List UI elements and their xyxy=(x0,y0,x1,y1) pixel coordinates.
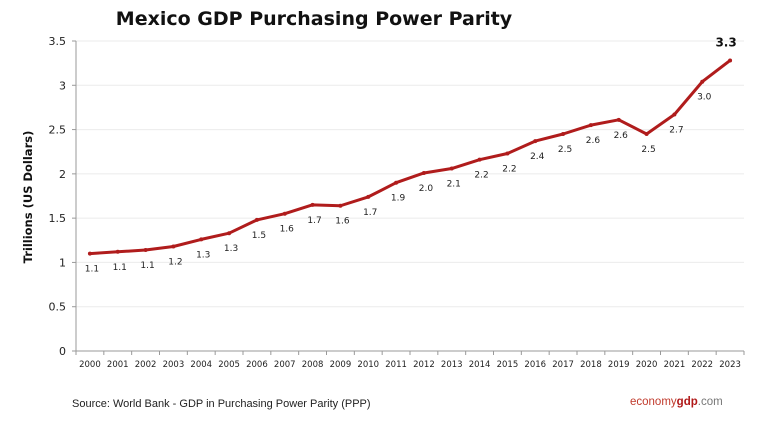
series-line xyxy=(89,59,731,256)
x-tick-label: 2023 xyxy=(719,360,741,370)
data-label: 1.2 xyxy=(168,257,182,267)
x-tick-label: 2009 xyxy=(330,360,352,370)
y-tick-label: 3.5 xyxy=(49,35,67,48)
y-tick-label: 1.5 xyxy=(49,212,67,225)
x-tick-label: 2004 xyxy=(190,360,212,370)
x-tick-label: 2005 xyxy=(218,360,240,370)
data-point xyxy=(310,202,315,207)
x-tick-label: 2022 xyxy=(691,360,713,370)
data-label: 1.7 xyxy=(307,216,321,226)
data-label: 1.7 xyxy=(363,208,377,218)
y-tick-label: 0.5 xyxy=(49,301,67,314)
x-tick-label: 2019 xyxy=(608,360,630,370)
data-point xyxy=(505,151,510,156)
data-label: 1.6 xyxy=(335,217,350,227)
data-label: 1.5 xyxy=(252,231,266,241)
x-tick-label: 2001 xyxy=(107,360,129,370)
x-tick-label: 2015 xyxy=(497,360,519,370)
data-point xyxy=(338,203,343,208)
data-point xyxy=(728,58,733,63)
x-tick-label: 2021 xyxy=(664,360,686,370)
y-tick-label: 2.5 xyxy=(49,124,67,137)
x-tick-label: 2012 xyxy=(413,360,435,370)
data-label: 2.6 xyxy=(614,131,629,141)
x-tick-label: 2017 xyxy=(552,360,574,370)
x-tick-label: 2002 xyxy=(135,360,157,370)
data-point xyxy=(282,211,287,216)
data-label: 2.5 xyxy=(641,145,655,155)
logo: economygdp.com xyxy=(630,396,723,408)
data-label: 2.2 xyxy=(474,171,488,181)
logo-part: economy xyxy=(630,396,677,408)
x-tick-label: 2008 xyxy=(302,360,324,370)
data-point xyxy=(477,157,482,162)
data-point xyxy=(644,132,649,136)
data-point xyxy=(227,231,232,236)
data-point xyxy=(199,237,204,242)
data-label: 2.6 xyxy=(586,136,601,146)
data-label: 3.3 xyxy=(715,35,736,49)
y-tick-label: 1 xyxy=(59,256,66,269)
data-point xyxy=(561,132,566,136)
data-label: 1.1 xyxy=(113,263,127,273)
x-tick-label: 2006 xyxy=(246,360,268,370)
data-point xyxy=(366,194,371,199)
data-label: 1.1 xyxy=(85,265,99,275)
data-point xyxy=(588,123,593,128)
data-point xyxy=(254,217,259,222)
x-tick-label: 2007 xyxy=(274,360,296,370)
x-tick-label: 2018 xyxy=(580,360,602,370)
data-label: 2.0 xyxy=(419,184,434,194)
x-tick-label: 2016 xyxy=(524,360,546,370)
data-label: 2.7 xyxy=(669,126,683,136)
data-label: 1.6 xyxy=(280,225,295,235)
logo-part: gdp xyxy=(676,396,698,408)
x-tick-label: 2011 xyxy=(385,360,407,370)
x-tick-label: 2020 xyxy=(636,360,658,370)
y-tick-label: 0 xyxy=(59,345,66,358)
data-label: 2.2 xyxy=(502,164,516,174)
logo-part: .com xyxy=(697,396,723,408)
chart-title: Mexico GDP Purchasing Power Parity xyxy=(0,8,768,30)
y-tick-label: 3 xyxy=(59,79,66,92)
data-point xyxy=(143,248,148,253)
data-point xyxy=(616,117,621,122)
data-label: 2.5 xyxy=(558,145,572,155)
x-tick-label: 2013 xyxy=(441,360,463,370)
data-point xyxy=(115,249,120,254)
data-label: 2.4 xyxy=(530,152,545,162)
data-point xyxy=(672,112,677,117)
data-label: 1.3 xyxy=(196,250,210,260)
data-point xyxy=(700,79,705,84)
x-tick-label: 2014 xyxy=(469,360,491,370)
x-tick-label: 2010 xyxy=(357,360,379,370)
data-point xyxy=(421,170,426,175)
data-label: 1.1 xyxy=(140,261,154,271)
data-point xyxy=(87,251,92,256)
data-point xyxy=(171,244,176,249)
data-point xyxy=(394,180,399,185)
data-label: 3.0 xyxy=(697,93,712,103)
data-label: 1.3 xyxy=(224,244,238,254)
data-point xyxy=(449,166,454,171)
chart-title-text: Mexico GDP Purchasing Power Parity xyxy=(115,8,513,30)
x-tick-label: 2003 xyxy=(163,360,185,370)
data-label: 1.9 xyxy=(391,194,406,204)
source-note: Source: World Bank - GDP in Purchasing P… xyxy=(72,398,371,410)
data-point xyxy=(533,139,538,144)
data-label: 2.1 xyxy=(447,180,461,190)
x-tick-label: 2000 xyxy=(79,360,101,370)
y-tick-label: 2 xyxy=(59,168,66,181)
